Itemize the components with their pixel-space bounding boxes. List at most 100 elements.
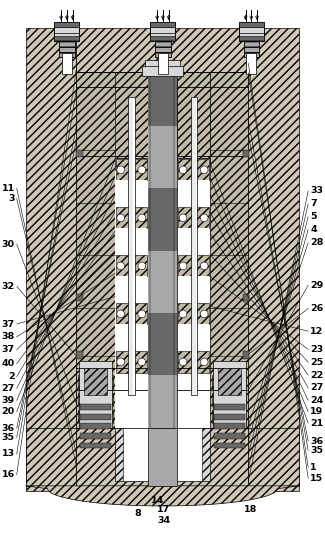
Bar xyxy=(148,63,177,126)
Polygon shape xyxy=(210,72,248,428)
Bar xyxy=(76,351,83,359)
Bar xyxy=(212,375,246,389)
Text: 7: 7 xyxy=(310,199,317,208)
Bar xyxy=(116,277,147,303)
Bar xyxy=(54,22,79,41)
Text: 30: 30 xyxy=(2,240,15,249)
Bar xyxy=(145,61,180,68)
Bar xyxy=(78,375,113,389)
Bar xyxy=(212,393,246,406)
Polygon shape xyxy=(248,28,299,491)
Bar xyxy=(76,294,83,301)
Circle shape xyxy=(179,166,187,174)
Text: 37: 37 xyxy=(2,345,15,354)
Polygon shape xyxy=(76,28,248,72)
Text: 38: 38 xyxy=(2,332,15,342)
Circle shape xyxy=(117,310,124,318)
Bar xyxy=(214,433,244,439)
Bar xyxy=(78,410,113,423)
Circle shape xyxy=(117,262,124,270)
Bar xyxy=(243,351,249,359)
Bar xyxy=(214,423,244,429)
Bar xyxy=(54,22,79,27)
Bar xyxy=(178,277,209,303)
Circle shape xyxy=(179,214,187,222)
Bar xyxy=(148,126,177,188)
Polygon shape xyxy=(26,486,299,506)
Circle shape xyxy=(201,358,208,366)
Bar xyxy=(150,22,176,27)
Text: 17: 17 xyxy=(156,505,170,514)
Text: 15: 15 xyxy=(310,474,323,483)
Circle shape xyxy=(117,358,124,366)
Text: 39: 39 xyxy=(2,396,15,405)
Text: 35: 35 xyxy=(310,446,323,455)
Bar xyxy=(214,404,244,410)
Bar xyxy=(80,404,111,410)
Bar xyxy=(243,294,249,301)
Bar xyxy=(148,188,177,251)
Text: 1: 1 xyxy=(310,463,317,472)
Bar xyxy=(214,414,244,419)
Bar xyxy=(177,158,210,170)
Text: 14: 14 xyxy=(151,496,164,505)
Text: 32: 32 xyxy=(2,282,15,291)
Circle shape xyxy=(201,262,208,270)
Circle shape xyxy=(138,358,146,366)
Bar xyxy=(214,442,244,448)
Text: 19: 19 xyxy=(310,407,323,416)
Text: 2: 2 xyxy=(8,372,15,381)
Bar xyxy=(178,351,209,373)
Bar xyxy=(62,53,72,74)
Bar xyxy=(54,37,79,40)
Bar xyxy=(148,375,177,433)
Circle shape xyxy=(201,166,208,174)
Circle shape xyxy=(201,310,208,318)
Text: 13: 13 xyxy=(2,449,15,459)
Bar xyxy=(148,428,177,486)
Bar xyxy=(218,368,241,395)
Text: 22: 22 xyxy=(310,371,323,380)
Bar xyxy=(178,180,209,207)
Text: 36: 36 xyxy=(2,424,15,433)
Text: 11: 11 xyxy=(2,184,15,193)
Bar xyxy=(116,324,147,351)
Circle shape xyxy=(138,214,146,222)
Text: 12: 12 xyxy=(310,326,323,336)
Bar xyxy=(148,63,177,481)
Text: 18: 18 xyxy=(244,505,257,514)
Text: 26: 26 xyxy=(310,304,323,313)
Text: 35: 35 xyxy=(2,433,15,442)
Bar xyxy=(150,37,176,40)
Bar xyxy=(213,361,245,428)
Bar xyxy=(178,228,209,256)
Text: 20: 20 xyxy=(2,407,15,416)
Bar xyxy=(178,324,209,351)
Bar xyxy=(115,72,148,158)
Bar xyxy=(115,72,148,428)
Bar xyxy=(116,159,147,180)
Text: 29: 29 xyxy=(310,281,323,290)
Text: 28: 28 xyxy=(310,238,323,247)
Bar xyxy=(150,22,176,41)
Bar xyxy=(80,442,111,448)
Bar xyxy=(116,256,147,277)
Bar xyxy=(78,393,113,406)
Bar xyxy=(116,228,147,256)
Bar xyxy=(80,433,111,439)
Circle shape xyxy=(179,310,187,318)
Text: 33: 33 xyxy=(310,186,323,195)
Bar xyxy=(178,303,209,324)
Text: 37: 37 xyxy=(2,320,15,329)
Bar xyxy=(178,256,209,277)
Bar xyxy=(123,428,202,481)
Bar xyxy=(80,423,111,429)
Bar xyxy=(158,53,168,74)
Circle shape xyxy=(117,166,124,174)
Bar xyxy=(115,158,148,170)
Polygon shape xyxy=(76,428,248,486)
Bar xyxy=(239,37,264,40)
Text: 21: 21 xyxy=(310,418,323,427)
Bar xyxy=(178,159,209,180)
Bar xyxy=(116,207,147,228)
